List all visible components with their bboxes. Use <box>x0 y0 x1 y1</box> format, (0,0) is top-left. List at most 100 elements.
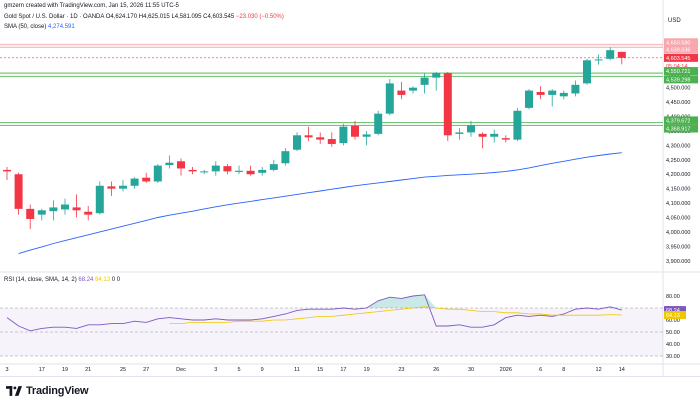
currency-label[interactable]: USD <box>668 18 681 24</box>
candle-body <box>490 133 499 137</box>
candle-body <box>583 60 591 84</box>
zone2-bottom-badge: 4,368.917 <box>666 127 690 133</box>
candle-body <box>409 87 417 91</box>
price-tick-label: 4,000.000 <box>666 230 690 236</box>
time-tick-label: 3 <box>5 367 8 373</box>
candle-body <box>107 186 116 189</box>
candle-body <box>14 174 23 209</box>
rsi-tick-label: 30.00 <box>666 354 680 360</box>
time-tick-label: 9 <box>261 367 264 373</box>
sma-line <box>18 152 622 255</box>
candle-body <box>536 92 545 95</box>
time-tick-label: 19 <box>62 367 68 373</box>
candle-body <box>165 162 174 166</box>
rsi-tick-label: 80.00 <box>666 294 680 300</box>
price-tick-label: 4,450.000 <box>666 100 690 106</box>
candle-body <box>606 50 615 59</box>
resistance-zone <box>0 44 663 48</box>
zone2-top-badge-bg <box>664 116 698 125</box>
support-zone <box>0 122 663 126</box>
rsi-tick-label: 40.00 <box>666 342 680 348</box>
rsi-overbought-fill <box>7 294 622 308</box>
candle-body <box>362 134 371 137</box>
zone1-top-badge-bg <box>664 67 698 76</box>
zone2-bottom-badge-bg <box>664 124 698 133</box>
close-value: C4,603.545 <box>203 14 235 20</box>
resistance-bottom-badge-bg <box>664 45 698 54</box>
candle-body <box>49 207 58 212</box>
zone1-bottom-badge: 4,539.298 <box>666 77 690 83</box>
candle-body <box>513 110 522 140</box>
candle-body <box>281 151 290 164</box>
price-tick-label: 4,200.000 <box>666 172 690 178</box>
candle-body <box>385 83 394 114</box>
candle-body <box>293 135 301 150</box>
rsi-legend[interactable]: RSI (14, close, SMA, 14, 2) 68.24 64.13 … <box>4 277 120 283</box>
footer-bar <box>0 376 700 405</box>
time-tick-label: 6 <box>539 367 542 373</box>
candle-body <box>200 171 209 173</box>
candle-body <box>177 161 185 169</box>
rsi-line <box>6 294 622 332</box>
sma-label: SMA (50, close) <box>4 24 47 30</box>
rsi-sma-badge: 64.13 <box>666 313 680 319</box>
low-value: L4,581.095 <box>171 14 202 20</box>
time-tick-label: 14 <box>619 367 625 373</box>
candle-body <box>246 170 255 175</box>
candle-body <box>351 125 359 137</box>
candle-body <box>211 165 220 172</box>
zone1-top-badge: 4,550.721 <box>666 69 690 75</box>
time-tick-label: 27 <box>143 367 149 373</box>
resistance-top-badge: 4,650.580 <box>666 40 690 46</box>
resistance-bottom-badge: 4,639.836 <box>666 47 690 53</box>
time-tick-label: 2026 <box>500 367 512 373</box>
candle-body <box>316 137 325 140</box>
time-tick-label: 26 <box>433 367 439 373</box>
candle-body <box>525 90 533 108</box>
rsi-label: RSI (14, close, SMA, 14, 2) <box>4 277 77 283</box>
candle-body <box>269 164 278 170</box>
current-price-badge-bg <box>664 53 698 62</box>
candle-body <box>327 139 336 144</box>
candle-body <box>374 113 383 134</box>
candle-body <box>478 133 487 137</box>
candle-body <box>84 211 93 215</box>
zone2-top-badge: 4,379.672 <box>666 118 690 124</box>
candle-body <box>571 84 580 94</box>
time-tick-label: 30 <box>468 367 474 373</box>
open-value: O4,624.170 <box>105 14 138 20</box>
candle-body <box>235 170 243 172</box>
rsi-sma-badge-bg <box>664 311 686 320</box>
candle-body <box>594 59 603 61</box>
tradingview-logo-icon <box>6 386 22 396</box>
symbol-legend[interactable]: Gold Spot / U.S. Dollar · 1D · OANDA O4,… <box>4 14 284 20</box>
candle-body <box>72 207 81 211</box>
candle-body <box>432 73 441 78</box>
logo-text: TradingView <box>26 385 89 397</box>
time-tick-label: 12 <box>596 367 602 373</box>
price-tick-label: 3,950.000 <box>666 244 690 250</box>
candle-body <box>142 177 151 182</box>
sma-value: 4,274.591 <box>48 24 75 30</box>
zone1-bottom-badge-bg <box>664 75 698 84</box>
time-tick-label: 11 <box>294 367 300 373</box>
rsi-value: 68.24 <box>78 277 94 283</box>
price-tick-label: 4,500.000 <box>666 86 690 92</box>
rsi-value-badge-bg <box>664 306 686 315</box>
candle-body <box>501 138 510 140</box>
countdown-label: 05:04:14 <box>666 64 687 70</box>
rsi-sma-line <box>169 306 622 324</box>
sma-legend[interactable]: SMA (50, close) 4,274.591 <box>4 24 75 30</box>
candle-body <box>223 166 232 172</box>
candle-body <box>617 51 626 58</box>
candle-body <box>3 169 11 172</box>
price-tick-label: 3,900.000 <box>666 259 690 265</box>
time-tick-label: 5 <box>237 367 240 373</box>
candle-body <box>443 73 452 136</box>
price-tick-label: 4,300.000 <box>666 143 690 149</box>
candle-body <box>95 185 104 214</box>
price-tick-label: 4,150.000 <box>666 187 690 193</box>
current-price-badge: 4,603.545 <box>666 56 690 62</box>
tradingview-logo[interactable]: TradingView <box>6 385 89 397</box>
